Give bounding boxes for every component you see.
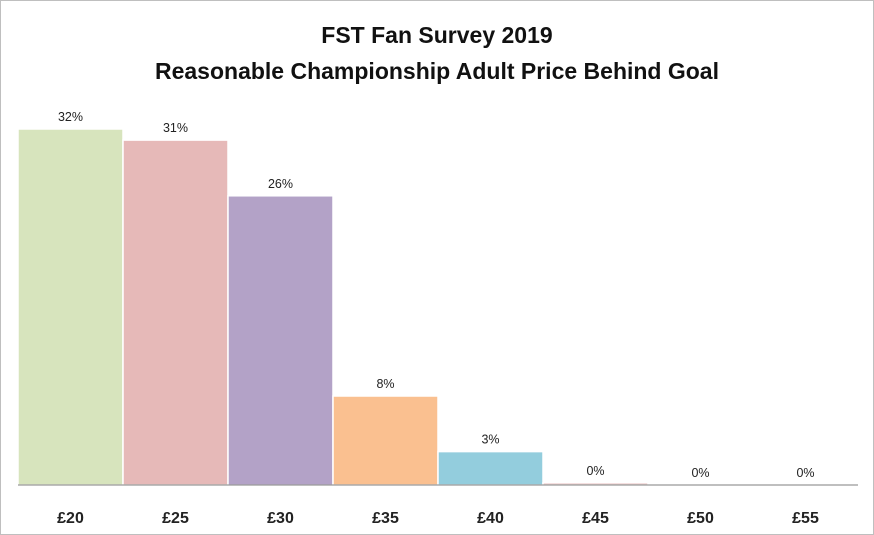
x-tick-label: £20: [57, 510, 84, 527]
bar: [227, 195, 334, 486]
x-tick-label: £25: [162, 510, 189, 527]
data-label: 8%: [376, 377, 394, 391]
data-labels-group: 32% 31% 26% 8% 3% 0% 0% 0%: [58, 110, 815, 480]
x-tick-label: £35: [372, 510, 399, 527]
bar: [437, 450, 544, 486]
bar: [332, 395, 439, 486]
data-label: 26%: [268, 177, 293, 191]
chart-title: FST Fan Survey 2019: [321, 22, 552, 48]
x-tick-label: £30: [267, 510, 294, 527]
data-label: 32%: [58, 110, 83, 124]
bar: [122, 139, 229, 486]
tick-labels-group: £20 £25 £30 £35 £40 £45 £50 £55: [57, 510, 819, 527]
x-tick-label: £40: [477, 510, 504, 527]
x-tick-label: £55: [792, 510, 819, 527]
data-label: 0%: [796, 466, 814, 480]
bars-group: [17, 128, 649, 486]
bar: [17, 128, 124, 486]
data-label: 0%: [691, 466, 709, 480]
data-label: 31%: [163, 121, 188, 135]
data-label: 0%: [586, 464, 604, 478]
x-tick-label: £50: [687, 510, 714, 527]
chart-subtitle: Reasonable Championship Adult Price Behi…: [155, 58, 719, 84]
x-tick-label: £45: [582, 510, 609, 527]
data-label: 3%: [481, 433, 499, 447]
